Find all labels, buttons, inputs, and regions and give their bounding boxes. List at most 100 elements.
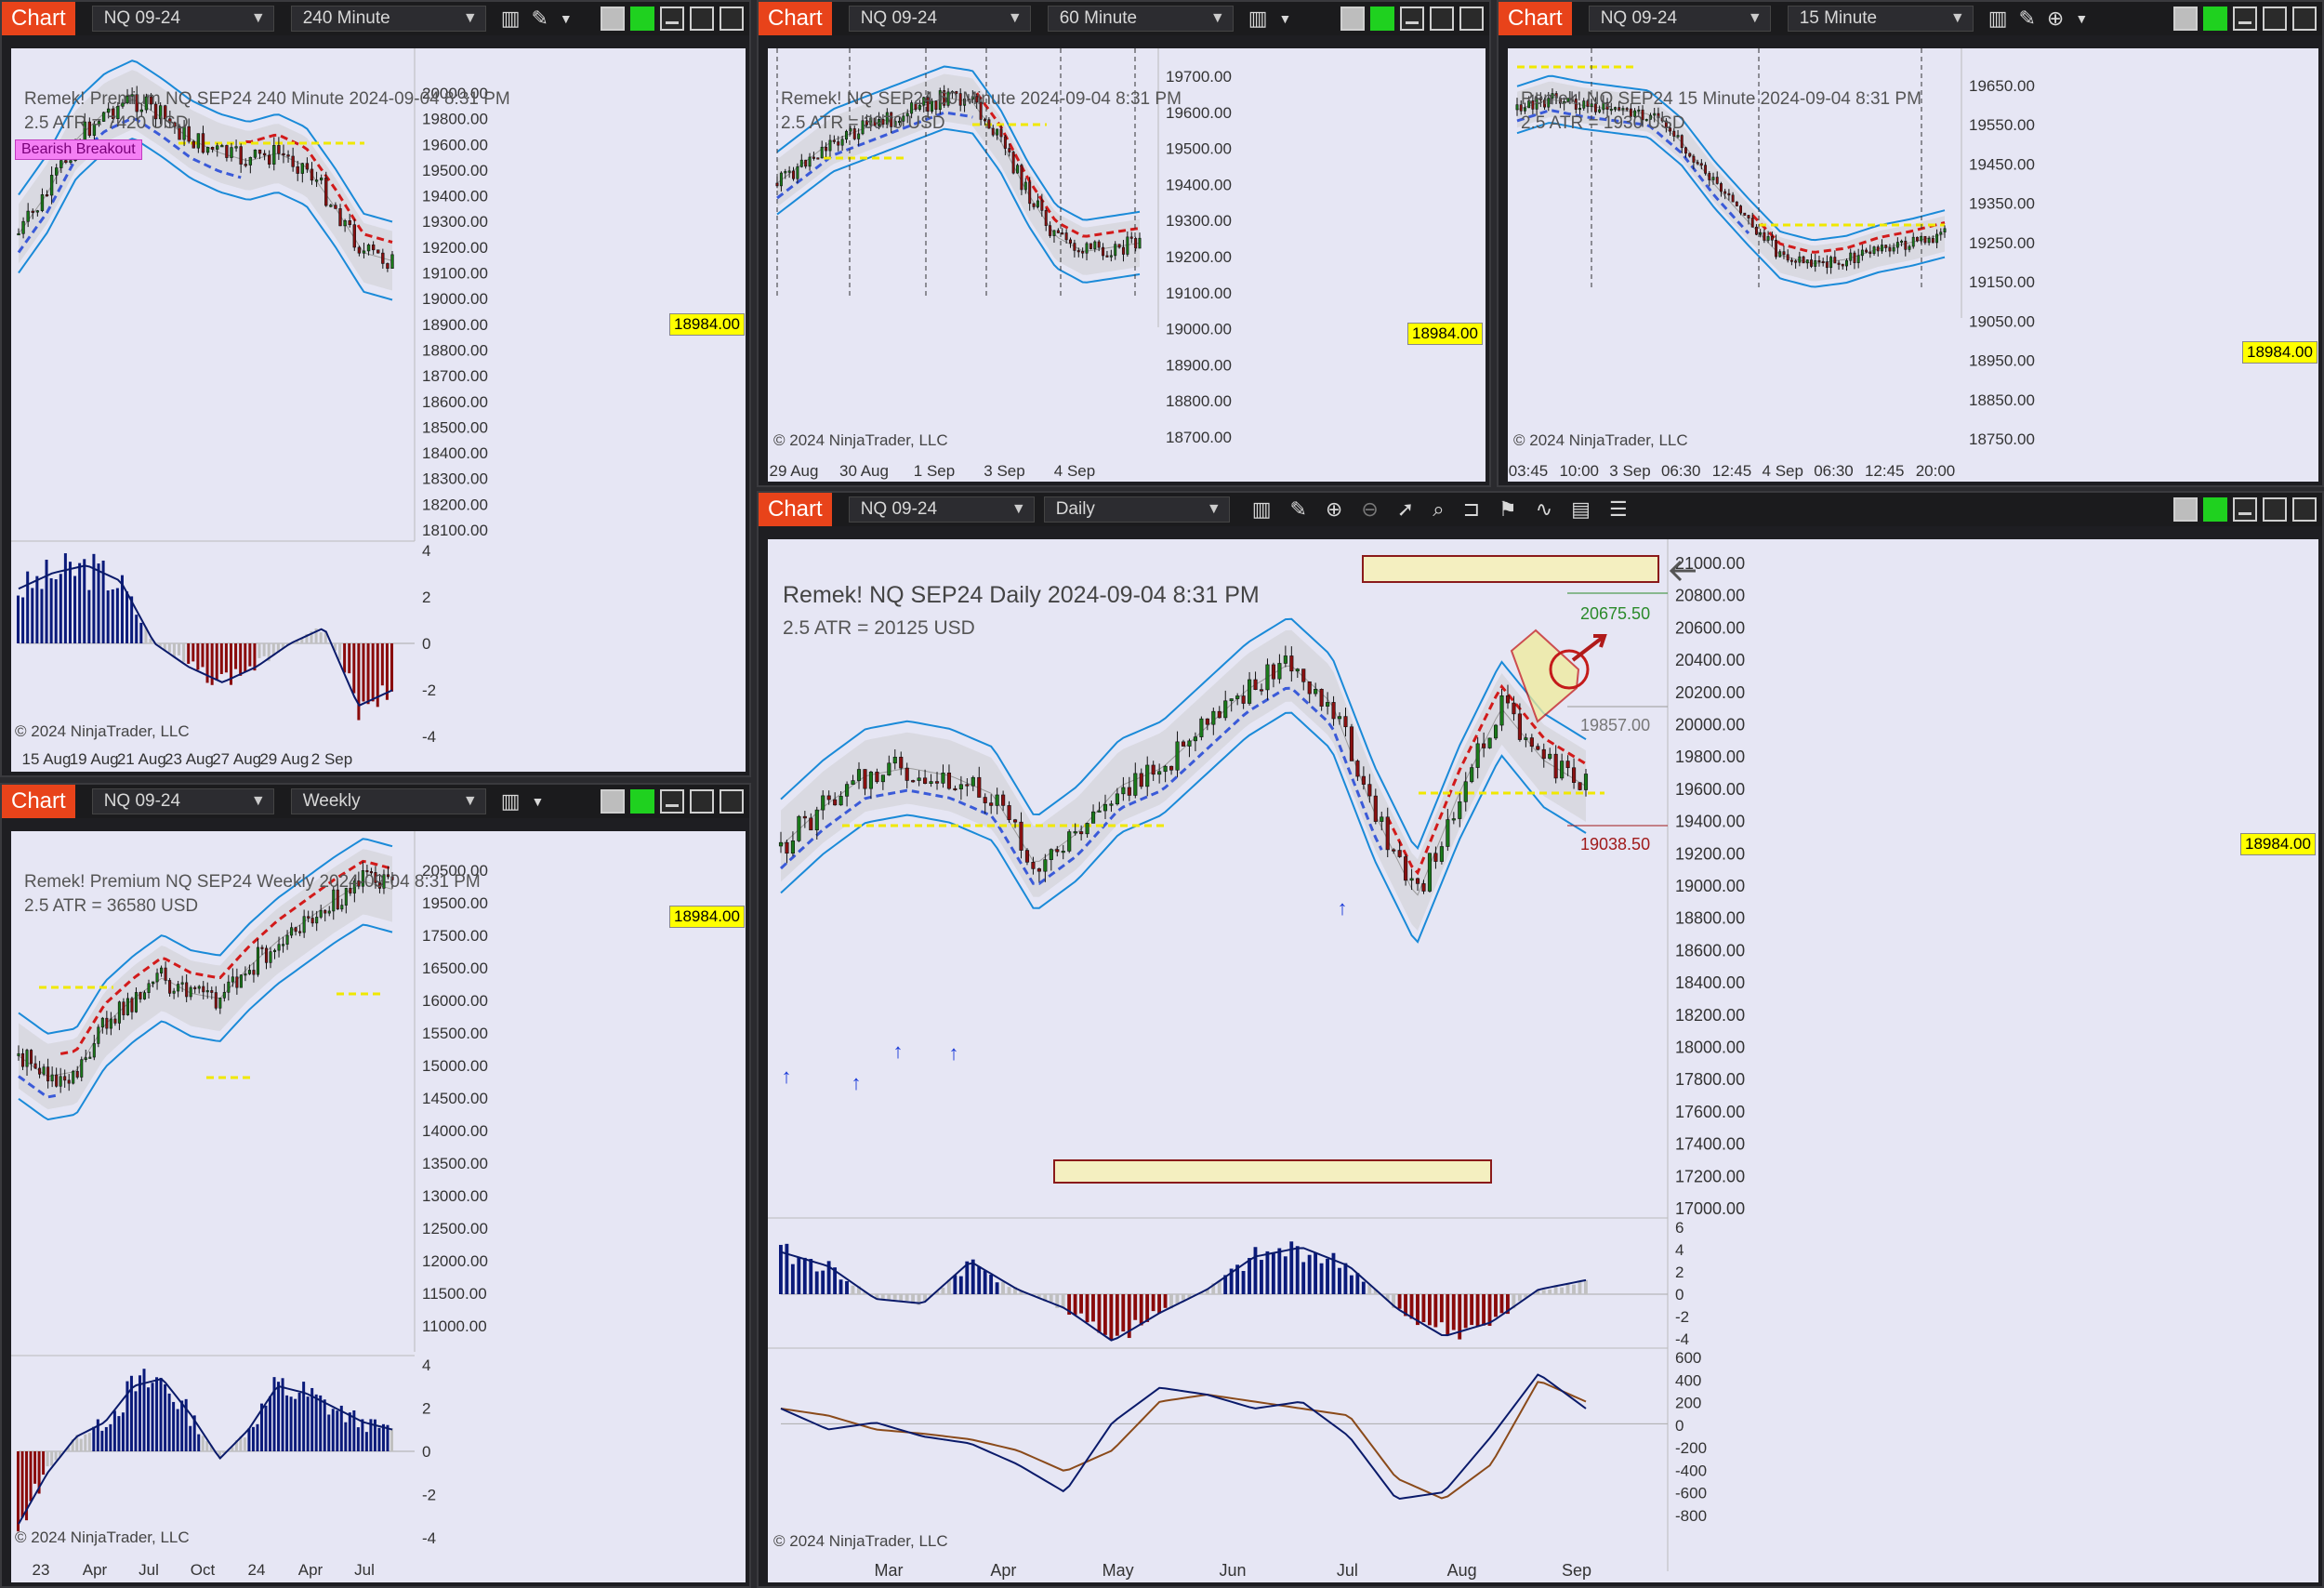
pencil-icon[interactable]: ✎	[531, 7, 548, 30]
list-icon[interactable]: ☰	[1608, 497, 1628, 521]
candle-body	[1073, 243, 1076, 251]
candle-body	[177, 984, 180, 992]
maximize-button[interactable]	[1430, 7, 1454, 31]
sync-button[interactable]	[2203, 497, 2227, 522]
minimize-button[interactable]	[660, 789, 684, 814]
chart-canvas[interactable]: 21000.00 20800.00 20600.00 20400.00 20200.00…	[768, 539, 2318, 1582]
histogram-bar	[71, 1439, 74, 1451]
histogram-bar	[1163, 1294, 1168, 1308]
link-button[interactable]	[601, 7, 625, 31]
instrument-selector[interactable]: NQ 09-24 ▼	[91, 788, 274, 814]
interval-selector[interactable]: Weekly ▼	[290, 788, 486, 814]
candle-body	[1248, 679, 1252, 704]
chevron-down-icon[interactable]: ▼	[531, 794, 545, 809]
bar-chart-icon[interactable]: ▥	[500, 7, 521, 30]
chart-tab[interactable]: Chart	[2, 2, 75, 35]
link-button[interactable]	[2173, 497, 2198, 522]
sync-button[interactable]	[2203, 7, 2227, 31]
data-box-icon[interactable]: ⌕	[1433, 497, 1445, 521]
histogram-bar	[366, 643, 370, 705]
price-plot[interactable]: 20500.00 19500.00 17500.00 16500.00 16000.00…	[11, 831, 746, 1582]
chart-tab[interactable]: Chart	[759, 493, 832, 526]
chart-canvas[interactable]: 20500.00 19500.00 17500.00 16500.00 16000.00…	[11, 831, 746, 1582]
chart-tab[interactable]: Chart	[2, 785, 75, 818]
time-axis-label: Oct	[191, 1561, 216, 1579]
candle-body	[294, 927, 297, 933]
pointer-icon[interactable]: ➚	[1396, 497, 1415, 521]
bar-chart-icon[interactable]: ▥	[500, 789, 521, 813]
bar-chart-icon[interactable]: ▥	[1248, 7, 1268, 30]
bar-chart-icon[interactable]: ▥	[1251, 497, 1272, 521]
chart-canvas[interactable]: 19700.00 19600.00 19500.00 19400.00 19300.00…	[768, 48, 1486, 482]
histogram-bar	[331, 1409, 335, 1451]
chart-tab[interactable]: Chart	[1499, 2, 1572, 35]
link-button[interactable]	[1340, 7, 1365, 31]
sync-button[interactable]	[630, 7, 654, 31]
maximize-button[interactable]	[2263, 7, 2287, 31]
price-plot[interactable]: 19650.00 19550.00 19450.00 19350.00 19250.00…	[1508, 48, 2318, 482]
indicators-icon[interactable]: ⚑	[1499, 497, 1517, 521]
candle-body	[252, 970, 256, 975]
chevron-down-icon[interactable]: ▼	[559, 11, 573, 26]
minimize-button[interactable]	[1400, 7, 1424, 31]
link-button[interactable]	[2173, 7, 2198, 31]
chart-tab[interactable]: Chart	[759, 2, 832, 35]
candle-body	[878, 119, 881, 126]
maximize-button[interactable]	[690, 789, 714, 814]
interval-selector[interactable]: Daily ▼	[1043, 496, 1230, 523]
sync-button[interactable]	[1370, 7, 1394, 31]
zoom-in-icon[interactable]: ⊕	[2046, 7, 2065, 30]
price-plot[interactable]: 20000.00 19800.00 19600.00 19500.00 19400.00…	[11, 48, 746, 772]
chevron-down-icon[interactable]: ▼	[1278, 11, 1292, 26]
instrument-selector[interactable]: NQ 09-24 ▼	[91, 6, 274, 32]
histogram-bar	[218, 1451, 221, 1459]
maximize-button[interactable]	[690, 7, 714, 31]
interval-selector[interactable]: 15 Minute ▼	[1787, 6, 1974, 32]
chart-canvas[interactable]: 20000.00 19800.00 19600.00 19500.00 19400.00…	[11, 48, 746, 772]
histogram-bar	[1133, 1294, 1138, 1320]
minimize-button[interactable]	[2233, 7, 2257, 31]
minimize-button[interactable]	[2233, 497, 2257, 522]
zoom-out-icon[interactable]: ⊖	[1361, 497, 1379, 521]
close-button[interactable]	[1459, 7, 1484, 31]
chevron-down-icon[interactable]: ▼	[2075, 11, 2089, 26]
histogram-bar	[104, 1426, 108, 1451]
candle-body	[1139, 773, 1143, 787]
histogram-bar	[1007, 1287, 1011, 1294]
bar-chart-icon[interactable]: ▥	[1987, 7, 2008, 30]
histogram-bar	[390, 1428, 393, 1451]
price-plot[interactable]: 21000.00 20800.00 20600.00 20400.00 20200.00…	[768, 539, 2318, 1582]
interval-selector[interactable]: 60 Minute ▼	[1047, 6, 1234, 32]
close-button[interactable]	[2292, 497, 2317, 522]
histogram-bar	[1572, 1284, 1576, 1294]
close-button[interactable]	[720, 789, 744, 814]
templates-icon[interactable]: ▤	[1571, 497, 1591, 521]
minimize-button[interactable]	[660, 7, 684, 31]
candle-body	[134, 992, 139, 1012]
candle-body	[324, 909, 327, 914]
price-axis-label: 18500.00	[422, 418, 488, 436]
window-icon[interactable]: ⊐	[1462, 497, 1480, 521]
interval-selector[interactable]: 240 Minute ▼	[290, 6, 486, 32]
pencil-icon[interactable]: ✎	[2018, 7, 2036, 30]
instrument-selector[interactable]: NQ 09-24 ▼	[1588, 6, 1771, 32]
candle-body	[1307, 681, 1312, 695]
close-button[interactable]	[2292, 7, 2317, 31]
price-plot[interactable]: 19700.00 19600.00 19500.00 19400.00 19300.00…	[768, 48, 1486, 482]
chart-toolbar: Chart NQ 09-24 ▼ Weekly ▼ ▥ ▼	[2, 785, 749, 818]
strategy-icon[interactable]: ∿	[1535, 497, 1553, 521]
candle-body	[377, 882, 381, 889]
zoom-in-icon[interactable]: ⊕	[1325, 497, 1343, 521]
instrument-selector[interactable]: NQ 09-24 ▼	[848, 496, 1035, 523]
chart-canvas[interactable]: 19650.00 19550.00 19450.00 19350.00 19250.00…	[1508, 48, 2318, 482]
pencil-icon[interactable]: ✎	[1289, 497, 1307, 521]
candle-body	[298, 931, 302, 933]
maximize-button[interactable]	[2263, 497, 2287, 522]
close-button[interactable]	[720, 7, 744, 31]
histogram-bar	[314, 629, 318, 643]
candle-body	[1061, 232, 1064, 235]
sync-button[interactable]	[630, 789, 654, 814]
candle-body	[20, 1052, 25, 1067]
instrument-selector[interactable]: NQ 09-24 ▼	[848, 6, 1031, 32]
link-button[interactable]	[601, 789, 625, 814]
